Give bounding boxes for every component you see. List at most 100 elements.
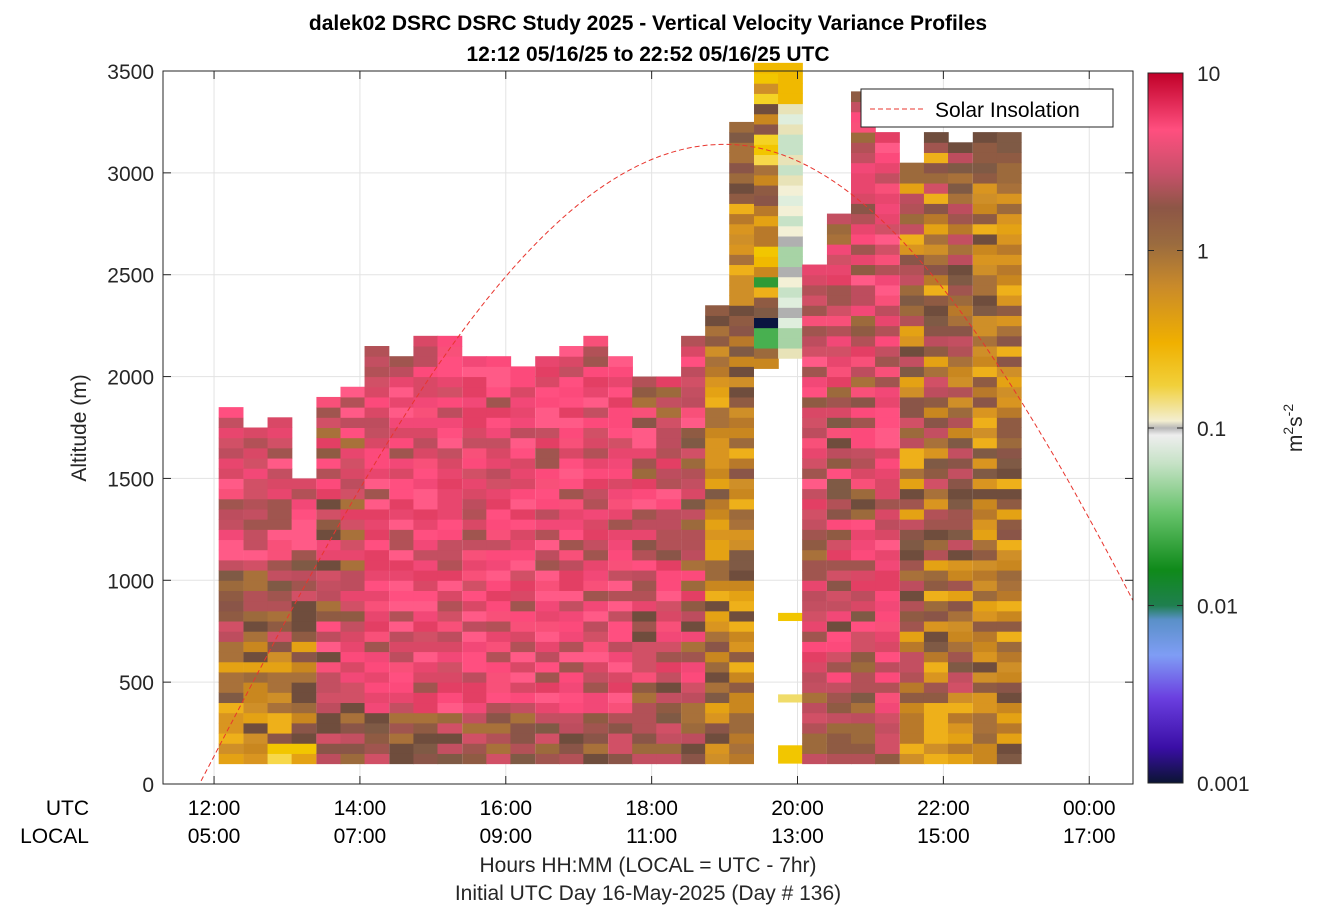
variance-cell	[851, 162, 876, 174]
variance-cell	[656, 437, 682, 449]
variance-cell	[899, 407, 925, 418]
variance-cell	[462, 712, 488, 724]
variance-cell	[996, 529, 1022, 541]
variance-cell	[535, 386, 560, 398]
variance-cell	[899, 712, 925, 724]
variance-cell	[705, 376, 730, 388]
variance-cell	[826, 621, 852, 632]
variance-cell	[826, 468, 852, 479]
variance-cell	[923, 610, 949, 622]
variance-cell	[316, 539, 342, 551]
variance-cell	[413, 335, 439, 347]
variance-cell	[851, 203, 876, 215]
variance-cell	[996, 172, 1022, 184]
x-tick-label-local: 05:00	[188, 825, 241, 848]
variance-cell	[267, 549, 293, 561]
variance-cell	[996, 559, 1022, 571]
variance-cell	[632, 753, 657, 765]
colorbar-tick-label: 1	[1197, 241, 1209, 264]
variance-cell	[948, 447, 973, 459]
variance-cell	[923, 621, 949, 632]
variance-cell	[389, 559, 415, 571]
variance-cell	[267, 508, 293, 520]
variance-cell	[413, 743, 439, 754]
variance-cell	[972, 376, 998, 388]
variance-cell	[218, 427, 244, 439]
variance-cell	[583, 682, 609, 693]
variance-cell	[851, 447, 876, 459]
variance-cell	[681, 427, 706, 439]
variance-cell	[851, 417, 876, 428]
variance-cell	[996, 407, 1022, 418]
variance-cell	[389, 498, 415, 510]
variance-cell	[948, 427, 973, 439]
variance-cell	[608, 458, 633, 469]
variance-cell	[437, 447, 463, 459]
variance-cell	[632, 508, 657, 520]
variance-cell	[364, 417, 390, 428]
variance-cell	[608, 386, 633, 398]
variance-cell	[875, 386, 900, 398]
variance-cell	[243, 508, 269, 520]
variance-cell	[681, 396, 706, 408]
variance-cell	[608, 631, 633, 642]
variance-cell	[510, 702, 536, 714]
variance-cell	[218, 417, 244, 428]
variance-cell	[218, 621, 244, 632]
variance-cell	[340, 590, 366, 602]
variance-cell	[291, 519, 317, 530]
variance-cell	[243, 753, 269, 765]
variance-cell	[899, 366, 925, 378]
variance-cell	[462, 722, 488, 734]
variance-cell	[923, 733, 949, 744]
variance-cell	[802, 407, 827, 418]
variance-cell	[486, 447, 512, 459]
variance-cell	[559, 498, 585, 510]
variance-cell	[875, 346, 900, 357]
variance-cell	[802, 508, 827, 520]
variance-cell	[632, 580, 657, 591]
variance-cell	[583, 559, 609, 571]
variance-cell	[462, 447, 488, 459]
variance-cell	[632, 519, 657, 530]
variance-cell	[583, 753, 609, 765]
chart-subtitle: 12:12 05/16/25 to 22:52 05/16/25 UTC	[466, 43, 829, 66]
variance-cell	[754, 358, 779, 369]
variance-cell	[754, 236, 779, 247]
variance-cell	[754, 195, 779, 206]
variance-cell	[899, 539, 925, 551]
variance-cell	[851, 682, 876, 693]
variance-cell	[681, 417, 706, 428]
variance-cell	[535, 631, 560, 642]
variance-cell	[826, 346, 852, 357]
variance-cell	[972, 712, 998, 724]
variance-cell	[218, 671, 244, 683]
variance-cell	[267, 519, 293, 530]
variance-cell	[681, 335, 706, 347]
variance-cell	[218, 437, 244, 449]
variance-cell	[437, 692, 463, 704]
variance-cell	[291, 570, 317, 581]
variance-cell	[948, 539, 973, 551]
variance-cell	[899, 447, 925, 459]
variance-cell	[316, 651, 342, 663]
colorbar-unit-s: s	[1284, 416, 1307, 427]
variance-cell	[389, 590, 415, 602]
variance-cell	[851, 193, 876, 204]
variance-cell	[778, 93, 803, 105]
variance-cell	[729, 244, 754, 255]
variance-cell	[802, 631, 827, 642]
variance-cell	[948, 386, 973, 398]
variance-cell	[923, 233, 949, 245]
variance-cell	[389, 427, 415, 439]
variance-cell	[413, 508, 439, 520]
variance-cell	[608, 427, 633, 439]
variance-cell	[340, 488, 366, 500]
variance-cell	[923, 284, 949, 296]
variance-cell	[316, 498, 342, 510]
variance-cell	[413, 600, 439, 612]
variance-cell	[218, 498, 244, 510]
variance-cell	[364, 498, 390, 510]
variance-cell	[632, 570, 657, 581]
variance-cell	[510, 498, 536, 510]
